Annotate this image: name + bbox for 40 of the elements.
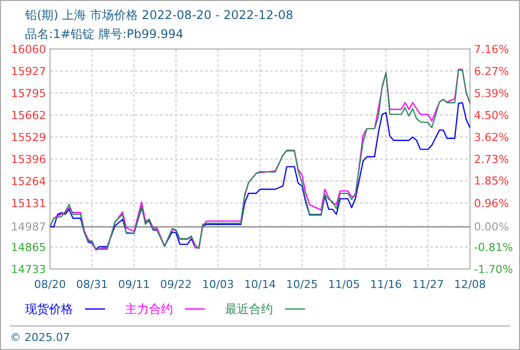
x-tick-label: 12/08 xyxy=(454,278,486,291)
y2-tick-label: 2.73% xyxy=(474,152,509,166)
y-tick-label: 15264 xyxy=(11,174,46,188)
y2-tick-label: 3.62% xyxy=(474,130,509,144)
y2-tick-label: 4.50% xyxy=(474,108,509,122)
text: © 2025.07 xyxy=(10,331,70,344)
x-tick-label: 08/31 xyxy=(76,278,108,291)
chart-subtitle: 品名:1#铅锭 牌号:Pb99.994 xyxy=(25,27,184,41)
y-tick-label: 14865 xyxy=(11,240,46,254)
y-tick-label: 15662 xyxy=(11,108,46,122)
x-tick-label: 09/11 xyxy=(118,278,150,291)
y2-tick-label: 0.00% xyxy=(474,220,509,234)
y-tick-label: 15529 xyxy=(11,130,46,144)
x-tick-label: 10/03 xyxy=(202,278,234,291)
x-tick-label: 10/25 xyxy=(286,278,318,291)
y2-tick-label: -1.70% xyxy=(474,262,513,276)
y-tick-label: 15927 xyxy=(11,64,46,78)
y2-tick-label: 1.85% xyxy=(474,174,509,188)
y-tick-label: 15131 xyxy=(11,196,46,210)
line-series xyxy=(49,102,471,250)
y2-tick-label: 5.39% xyxy=(474,86,509,100)
legend-label: 最近合约 xyxy=(225,302,273,316)
y2-tick-label: 7.16% xyxy=(474,42,509,56)
x-tick-label: 09/22 xyxy=(160,278,192,291)
y-tick-label: 15396 xyxy=(11,152,46,166)
y-tick-label: 14733 xyxy=(11,262,46,276)
x-tick-label: 11/16 xyxy=(370,278,402,291)
y2-tick-label: -0.81% xyxy=(474,240,513,254)
chart-title: 铅(期) 上海 市场价格 2022-08-20 - 2022-12-08 xyxy=(24,8,294,22)
x-tick-label: 10/14 xyxy=(244,278,276,291)
y-tick-label: 15795 xyxy=(11,86,46,100)
y-tick-label: 14987 xyxy=(11,220,46,234)
x-tick-label: 11/05 xyxy=(328,278,360,291)
y-tick-label: 16060 xyxy=(11,42,46,56)
y2-tick-label: 0.96% xyxy=(474,196,509,210)
y2-tick-label: 6.27% xyxy=(474,64,509,78)
legend-label: 主力合约 xyxy=(125,302,173,316)
legend-label: 现货价格 xyxy=(25,302,73,316)
x-tick-label: 11/27 xyxy=(412,278,444,291)
x-tick-label: 08/20 xyxy=(34,278,66,291)
